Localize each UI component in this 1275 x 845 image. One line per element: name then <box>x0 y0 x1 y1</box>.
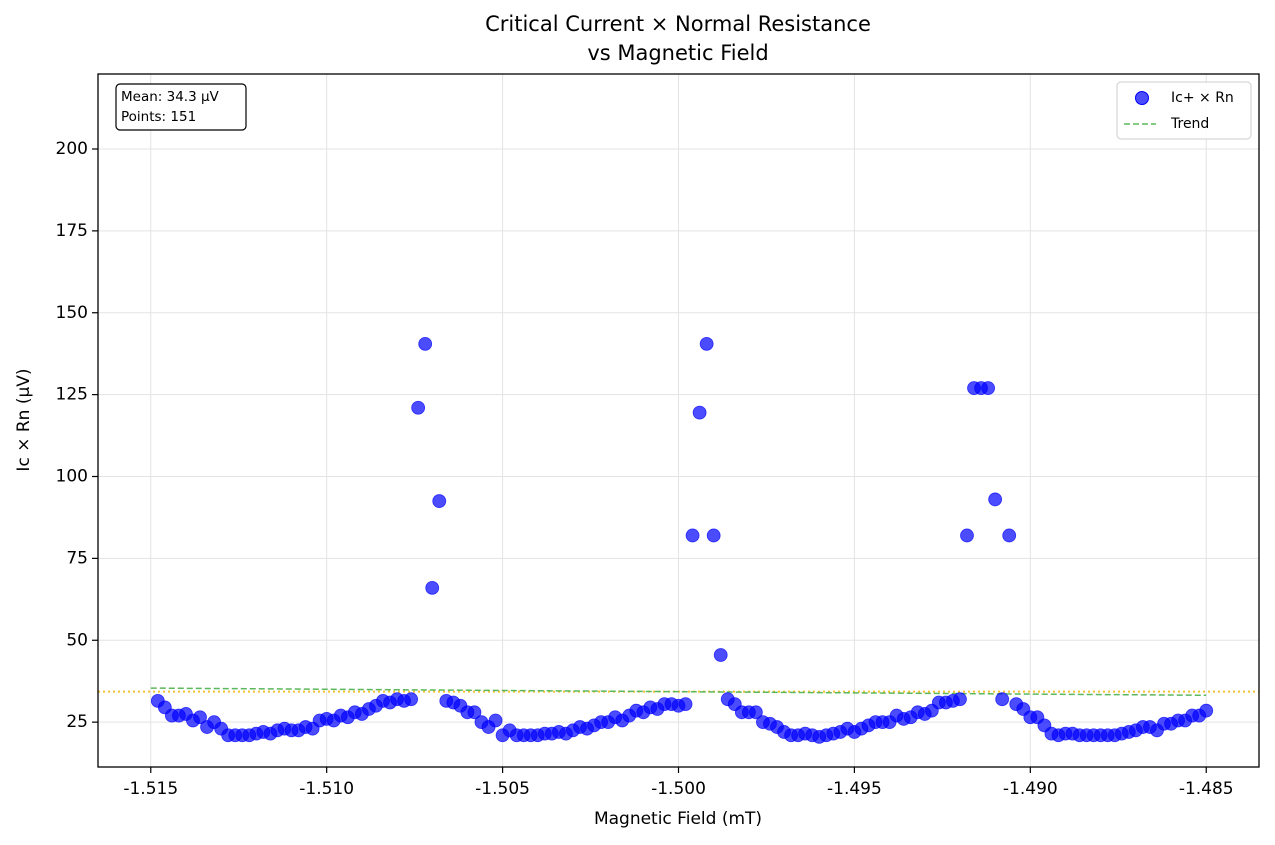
legend-label: Trend <box>1170 116 1209 132</box>
chart-title: Critical Current × Normal Resistance <box>485 12 871 36</box>
scatter-point <box>432 494 447 508</box>
scatter-point <box>995 692 1010 707</box>
plot-area <box>98 101 1259 744</box>
annotation: Mean: 34.3 μV Points: 151 <box>115 83 247 131</box>
legend: Ic+ × Rn Trend <box>1116 81 1252 140</box>
x-tick-label: -1.515 <box>123 779 178 799</box>
x-tick-label: -1.500 <box>651 779 706 799</box>
scatter-point <box>692 405 707 420</box>
scatter-point <box>678 697 693 712</box>
scatter-point <box>404 692 419 707</box>
scatter-point <box>699 336 714 351</box>
scatter-point <box>706 528 721 543</box>
scatter-point <box>488 713 503 728</box>
x-tick-label: -1.510 <box>299 779 354 799</box>
y-tick-label: 150 <box>56 303 88 323</box>
annotation-box <box>115 83 247 131</box>
scatter-point <box>467 705 482 720</box>
scatter-point <box>988 492 1003 507</box>
scatter-point <box>193 710 207 725</box>
annotation-text: Mean: 34.3 μV <box>121 89 220 105</box>
legend-label: Ic+ × Rn <box>1171 90 1234 106</box>
x-tick-label: -1.485 <box>1179 779 1234 799</box>
scatter-point <box>685 528 700 543</box>
y-tick-label: 75 <box>66 548 88 568</box>
annotation-text: Points: 151 <box>121 109 196 125</box>
scatter-point <box>713 648 728 662</box>
scatter-point <box>1002 528 1017 543</box>
x-axis-label: Magnetic Field (mT) <box>594 809 762 829</box>
legend-box <box>1116 81 1252 140</box>
trend-line <box>150 687 1207 697</box>
y-axis-label: Ic × Rn (µV) <box>14 368 34 471</box>
scatter-point <box>960 528 974 543</box>
scatter-point <box>981 381 995 395</box>
grid <box>98 74 1259 767</box>
scatter-point <box>1199 703 1214 718</box>
scatter-point <box>411 400 426 415</box>
scatter-point <box>418 336 433 351</box>
scatter-point <box>425 580 440 595</box>
chart-subtitle: vs Magnetic Field <box>587 41 768 65</box>
x-tick-label: -1.490 <box>1003 779 1058 799</box>
y-tick-label: 200 <box>56 139 88 159</box>
legend-marker <box>1135 91 1149 105</box>
y-tick-label: 175 <box>56 221 88 241</box>
y-tick-label: 25 <box>66 712 88 732</box>
y-tick-label: 125 <box>56 385 88 405</box>
ticks: -1.515 -1.510 -1.505 -1.500 -1.495 -1.490 -1.4… <box>56 139 1234 799</box>
y-tick-label: 100 <box>56 467 88 487</box>
scatter-point <box>953 692 967 707</box>
x-tick-label: -1.495 <box>827 779 882 799</box>
scatter-point <box>749 705 763 720</box>
y-tick-label: 50 <box>66 630 88 650</box>
x-tick-label: -1.505 <box>475 779 530 799</box>
